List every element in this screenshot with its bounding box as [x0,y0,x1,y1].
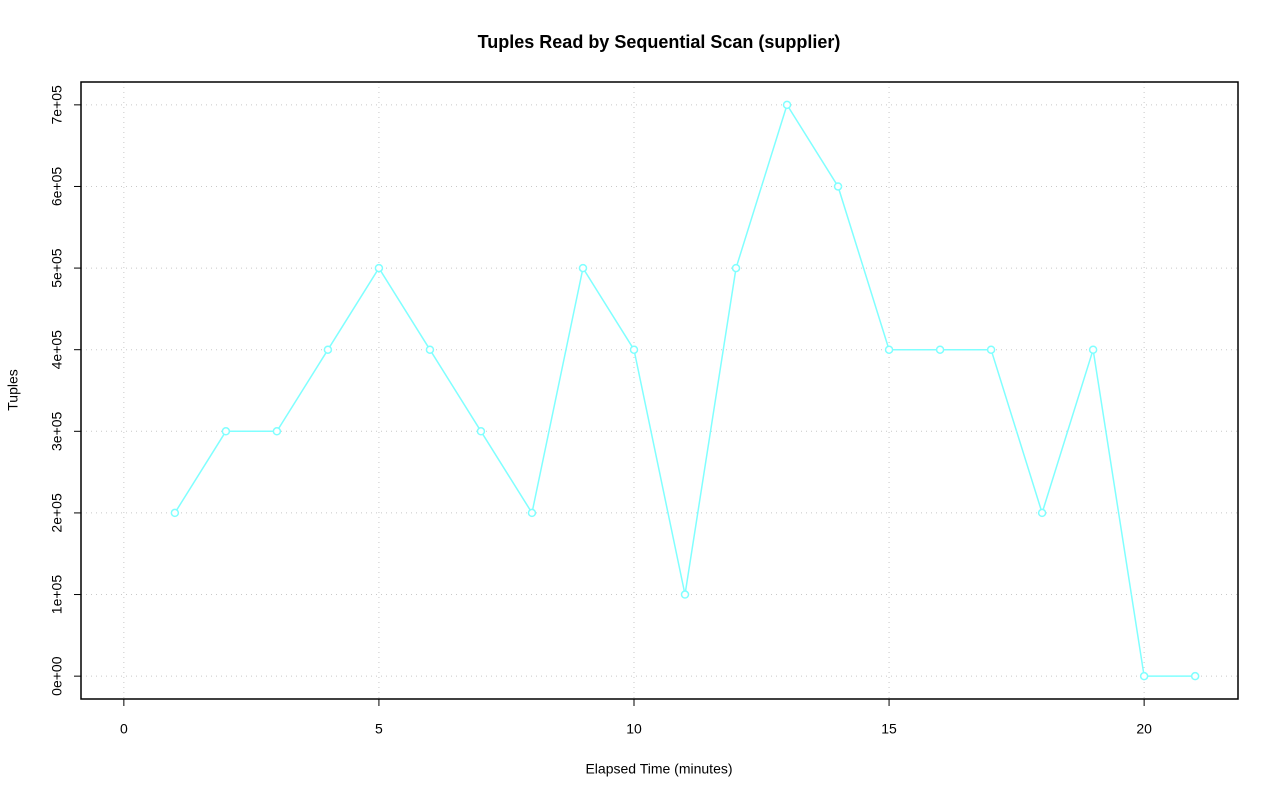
y-tick-label: 0e+00 [49,656,65,696]
x-tick-label: 5 [375,721,383,737]
data-point [272,427,282,436]
data-point [782,100,792,110]
data-point [680,590,690,599]
x-tick-label: 20 [1136,721,1152,737]
data-point [884,345,894,354]
data-point [527,508,537,518]
x-tick-label: 0 [120,721,128,737]
y-tick-label: 2e+05 [49,493,65,533]
y-tick-label: 3e+05 [49,411,65,451]
data-point [1037,508,1047,518]
x-tick-label: 10 [626,721,642,737]
chart-title: Tuples Read by Sequential Scan (supplier… [478,32,841,52]
data-point [1139,671,1149,681]
data-point [170,508,180,518]
data-point [374,263,384,273]
data-point [629,345,639,354]
data-point [476,427,486,436]
data-point [986,345,996,354]
data-point [935,345,945,354]
y-tick-label: 5e+05 [49,248,65,288]
data-point [731,263,741,273]
y-tick-label: 7e+05 [49,85,65,125]
x-axis-label: Elapsed Time (minutes) [585,761,732,777]
data-point [221,427,231,436]
data-point [425,345,435,354]
data-point [323,345,333,354]
y-tick-label: 4e+05 [49,330,65,370]
data-point [833,182,843,191]
data-point [1190,671,1200,681]
y-axis-label: Tuples [5,369,21,411]
plot-frame [80,81,1239,700]
x-tick-label: 15 [881,721,897,737]
y-tick-label: 1e+05 [49,575,65,615]
y-tick-label: 6e+05 [49,167,65,207]
data-point [1088,345,1098,354]
data-point [578,263,588,273]
